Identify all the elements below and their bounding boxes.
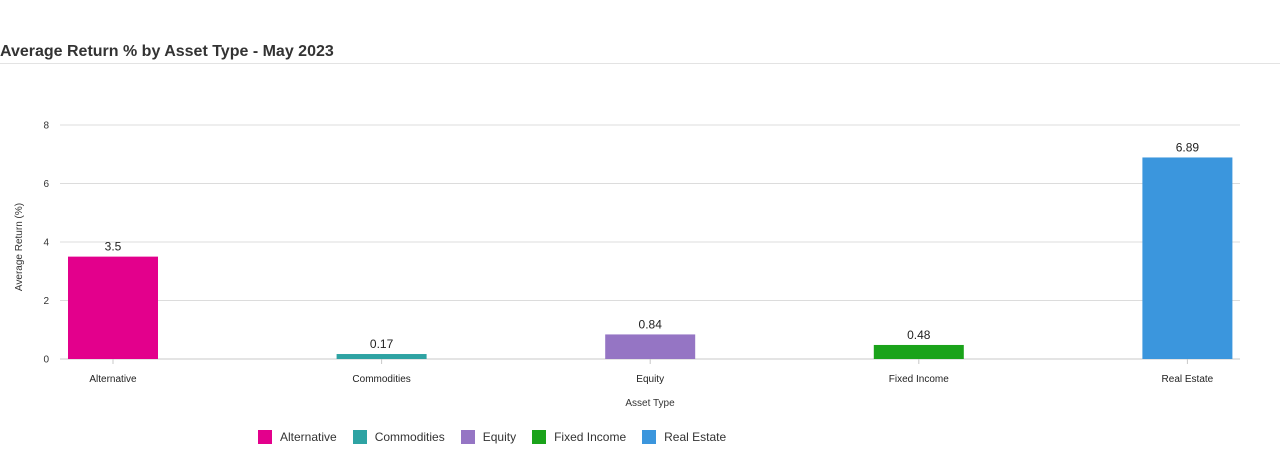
bar-commodities	[336, 354, 427, 359]
chart-legend: Alternative Commodities Equity Fixed Income…	[258, 430, 742, 444]
data-label: 0.48	[907, 328, 931, 342]
x-tick-label: Fixed Income	[889, 374, 949, 385]
y-tick-label: 6	[43, 179, 49, 190]
legend-label: Fixed Income	[554, 430, 627, 444]
x-tick-label: Real Estate	[1162, 374, 1214, 385]
x-axis-label: Asset Type	[625, 398, 675, 409]
y-tick-label: 4	[43, 238, 49, 249]
legend-item[interactable]: Alternative	[258, 430, 337, 444]
data-label: 0.84	[639, 317, 663, 331]
legend-swatch	[532, 430, 547, 444]
bar-alternative	[68, 256, 158, 359]
legend-item[interactable]: Fixed Income	[532, 430, 626, 444]
chart-title: Average Return % by Asset Type - May 202…	[0, 43, 334, 60]
x-tick-label: Alternative	[89, 374, 137, 385]
legend-swatch	[642, 430, 657, 444]
x-tick-label: Equity	[636, 374, 664, 385]
data-label: 0.17	[370, 337, 394, 351]
title-divider	[0, 63, 1280, 64]
bar-fixed-income	[873, 344, 964, 359]
legend-swatch	[352, 430, 367, 444]
y-axis-label: Average Return (%)	[14, 203, 25, 291]
legend-label: Commodities	[374, 430, 445, 444]
bar-equity	[605, 334, 696, 359]
x-tick-label: Commodities	[352, 374, 410, 385]
legend-label: Equity	[482, 430, 517, 444]
legend-item[interactable]: Commodities	[352, 430, 445, 444]
legend-label: Real Estate	[664, 430, 727, 444]
legend-swatch	[460, 430, 475, 444]
legend-label: Alternative	[280, 430, 337, 444]
data-label: 6.89	[1176, 140, 1200, 154]
y-tick-label: 2	[43, 296, 49, 307]
data-label: 3.5	[105, 240, 122, 254]
legend-item[interactable]: Equity	[460, 430, 517, 444]
legend-item[interactable]: Real Estate	[642, 430, 726, 444]
bar-real-estate	[1142, 157, 1233, 359]
legend-swatch	[258, 430, 272, 444]
y-tick-label: 0	[43, 355, 49, 366]
y-tick-label: 8	[43, 121, 49, 132]
